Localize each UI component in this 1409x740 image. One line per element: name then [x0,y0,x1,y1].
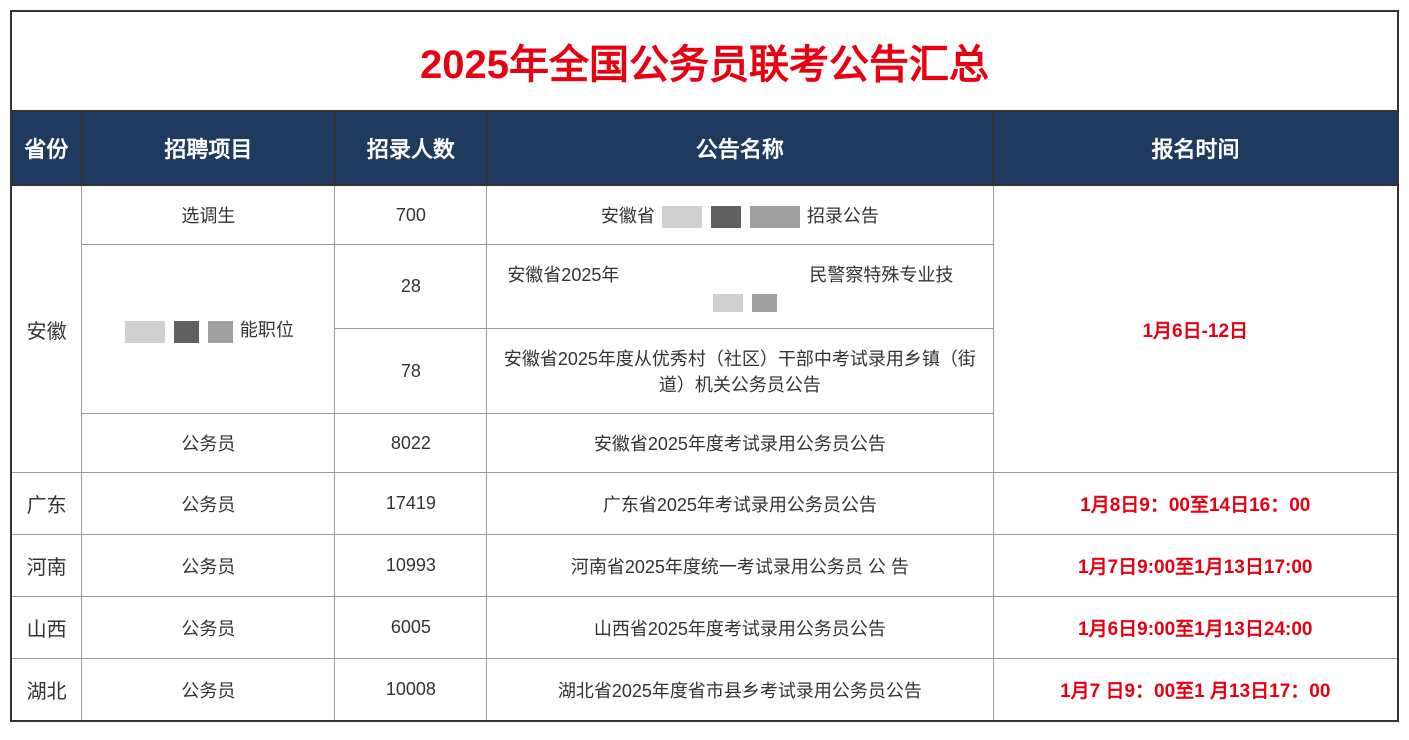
cell-notice: 湖北省2025年度省市县乡考试录用公务员公告 [487,659,993,722]
redacted-block [660,206,802,228]
cell-count: 8022 [335,414,487,473]
cell-notice: 安徽省2025年度考试录用公务员公告 [487,414,993,473]
cell-count: 10008 [335,659,487,722]
table-row: 湖北 公务员 10008 湖北省2025年度省市县乡考试录用公务员公告 1月7 … [11,659,1398,722]
cell-time: 1月7日9:00至1月13日17:00 [993,535,1398,597]
cell-time: 1月6日-12日 [993,185,1398,473]
cell-count: 28 [335,245,487,329]
header-province: 省份 [11,111,82,185]
cell-province: 山西 [11,597,82,659]
header-time: 报名时间 [993,111,1398,185]
cell-province: 湖北 [11,659,82,722]
notice-text-pre: 安徽省 [601,206,655,226]
cell-project: 公务员 [82,414,335,473]
notice-text-post: 民警察特殊专业技 [809,265,953,285]
cell-project: 公务员 [82,597,335,659]
cell-count: 17419 [335,473,487,535]
cell-project: 选调生 [82,185,335,245]
cell-notice: 安徽省2025年度从优秀村（社区）干部中考试录用乡镇（街道）机关公务员公告 [487,329,993,414]
page-title: 2025年全国公务员联考公告汇总 [10,10,1399,110]
header-count: 招录人数 [335,111,487,185]
cell-time: 1月7 日9：00至1 月13日17：00 [993,659,1398,722]
cell-province: 河南 [11,535,82,597]
table-header-row: 省份 招聘项目 招录人数 公告名称 报名时间 [11,111,1398,185]
cell-project: 公务员 [82,659,335,722]
cell-notice: 广东省2025年考试录用公务员公告 [487,473,993,535]
table-row: 广东 公务员 17419 广东省2025年考试录用公务员公告 1月8日9：00至… [11,473,1398,535]
cell-project: 能职位 [82,245,335,414]
cell-time: 1月8日9：00至14日16：00 [993,473,1398,535]
cell-time: 1月6日9:00至1月13日24:00 [993,597,1398,659]
cell-project: 公务员 [82,535,335,597]
table-row: 河南 公务员 10993 河南省2025年度统一考试录用公务员 公 告 1月7日… [11,535,1398,597]
project-text-post: 能职位 [240,320,294,340]
cell-project: 公务员 [82,473,335,535]
redacted-block [123,320,235,342]
notice-text-post: 招录公告 [807,206,879,226]
exam-summary-table: 省份 招聘项目 招录人数 公告名称 报名时间 安徽 选调生 700 安徽省 招录… [10,110,1399,722]
cell-count: 6005 [335,597,487,659]
cell-count: 10993 [335,535,487,597]
header-notice: 公告名称 [487,111,993,185]
table-row: 山西 公务员 6005 山西省2025年度考试录用公务员公告 1月6日9:00至… [11,597,1398,659]
cell-notice: 河南省2025年度统一考试录用公务员 公 告 [487,535,993,597]
cell-province: 安徽 [11,185,82,473]
cell-notice: 安徽省2025年 民警察特殊专业技 [487,245,993,329]
table-row: 安徽 选调生 700 安徽省 招录公告 1月6日-12日 [11,185,1398,245]
cell-count: 78 [335,329,487,414]
cell-province: 广东 [11,473,82,535]
cell-notice: 安徽省 招录公告 [487,185,993,245]
cell-notice: 山西省2025年度考试录用公务员公告 [487,597,993,659]
header-project: 招聘项目 [82,111,335,185]
cell-count: 700 [335,185,487,245]
notice-text-pre: 安徽省2025年 [507,265,619,285]
